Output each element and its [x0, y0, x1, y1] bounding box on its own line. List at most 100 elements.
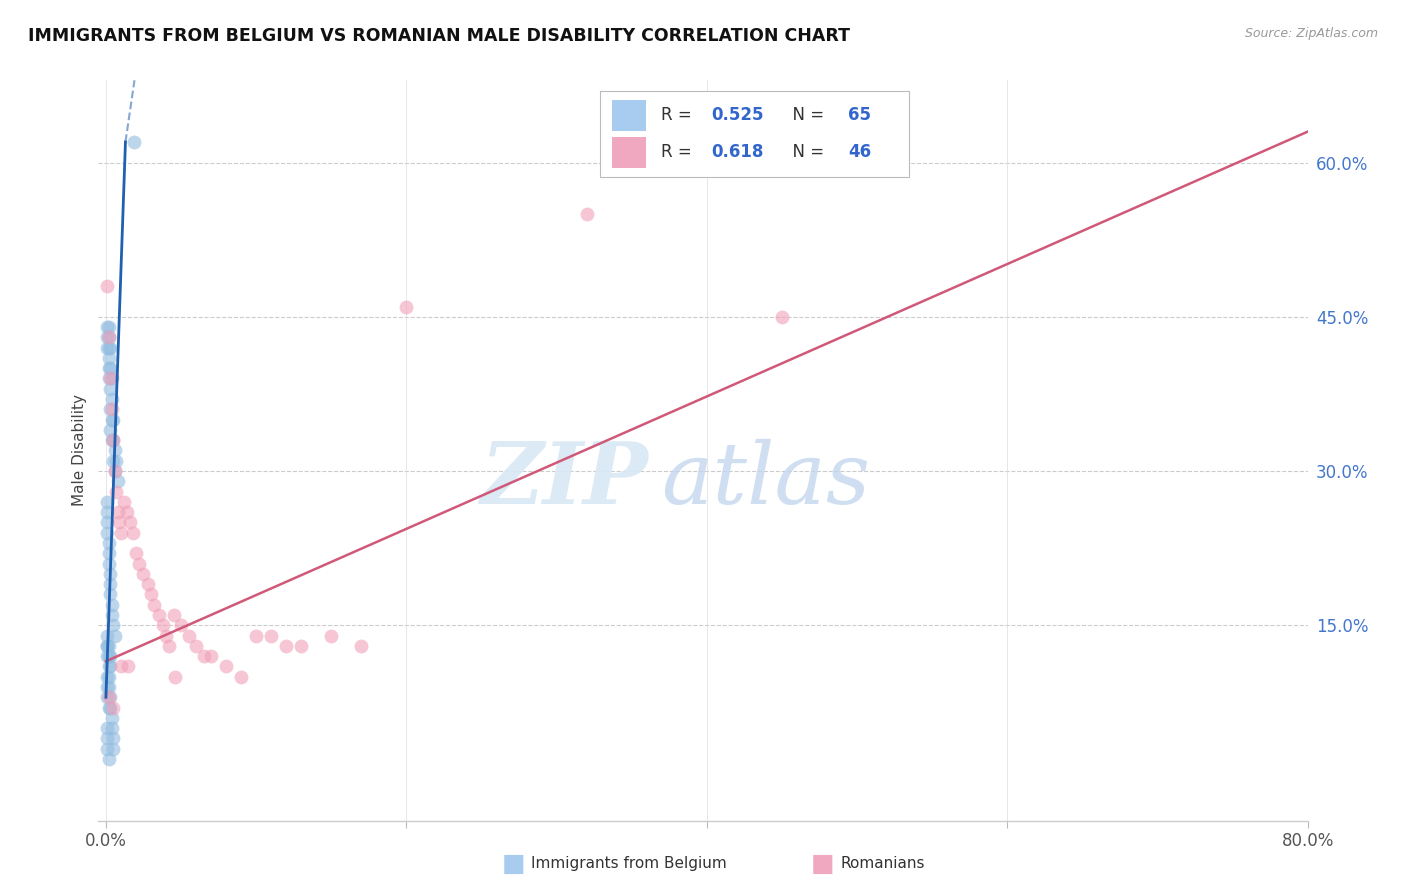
Point [97, 320, 120, 334]
Bar [613, 136, 647, 168]
Point [100, 690, 122, 705]
Text: ■: ■ [811, 852, 834, 875]
Point [97, 670, 120, 684]
Point [96, 649, 118, 664]
Point [97, 536, 120, 550]
Point [245, 629, 267, 643]
Point [104, 464, 127, 478]
Text: 46: 46 [848, 143, 872, 161]
Point [350, 639, 373, 653]
Point [163, 670, 186, 684]
Point [103, 454, 125, 468]
Point [229, 670, 252, 684]
Point [96, 341, 118, 355]
Bar [613, 100, 647, 130]
Text: Immigrants from Belgium: Immigrants from Belgium [531, 856, 727, 871]
Point [96, 495, 118, 509]
Point [162, 607, 184, 622]
Point [100, 402, 122, 417]
Point [101, 371, 124, 385]
Point [96, 721, 118, 735]
Text: R =: R = [661, 106, 697, 124]
Point [143, 598, 166, 612]
Point [97, 351, 120, 365]
Point [100, 361, 122, 376]
Point [97, 341, 120, 355]
Text: 0.525: 0.525 [711, 106, 763, 124]
Point [100, 577, 122, 591]
Point [97, 330, 120, 344]
Point [96, 525, 118, 540]
Point [97, 649, 120, 664]
Point [96, 279, 118, 293]
Point [103, 433, 125, 447]
Point [117, 659, 139, 673]
Point [321, 629, 343, 643]
Point [97, 690, 120, 705]
Point [215, 659, 238, 673]
Point [100, 587, 122, 601]
Point [122, 525, 145, 540]
Point [96, 680, 118, 694]
Point [104, 443, 127, 458]
Point [97, 557, 120, 571]
Point [148, 607, 170, 622]
Point [200, 649, 222, 664]
Point [115, 505, 138, 519]
Point [97, 659, 120, 673]
Text: ZIP: ZIP [481, 438, 648, 522]
Point [101, 433, 124, 447]
Point [96, 629, 118, 643]
Point [96, 731, 118, 746]
Point [96, 505, 118, 519]
Point [128, 557, 150, 571]
Point [108, 516, 131, 530]
Point [276, 639, 298, 653]
Point [100, 649, 122, 664]
Point [260, 629, 283, 643]
Point [96, 639, 118, 653]
Point [184, 639, 207, 653]
Point [170, 618, 193, 632]
Point [290, 639, 312, 653]
Point [96, 741, 118, 756]
Point [132, 566, 155, 581]
Point [96, 320, 118, 334]
Point [107, 475, 129, 489]
Text: IMMIGRANTS FROM BELGIUM VS ROMANIAN MALE DISABILITY CORRELATION CHART: IMMIGRANTS FROM BELGIUM VS ROMANIAN MALE… [28, 27, 851, 45]
Point [100, 371, 122, 385]
Point [124, 135, 146, 149]
Point [112, 495, 135, 509]
Text: N =: N = [782, 106, 830, 124]
Point [105, 454, 128, 468]
Point [103, 741, 125, 756]
Point [104, 629, 127, 643]
Point [97, 700, 120, 714]
Point [155, 629, 177, 643]
Point [193, 649, 215, 664]
Point [101, 598, 124, 612]
Point [110, 525, 132, 540]
Point [100, 566, 122, 581]
Point [103, 618, 125, 632]
Point [100, 382, 122, 396]
Point [101, 607, 124, 622]
Point [107, 505, 129, 519]
Point [157, 639, 180, 653]
Point [101, 721, 124, 735]
Point [575, 207, 598, 221]
Text: Source: ZipAtlas.com: Source: ZipAtlas.com [1244, 27, 1378, 40]
Point [97, 371, 120, 385]
Text: atlas: atlas [661, 439, 870, 522]
Point [395, 300, 418, 314]
Point [100, 341, 122, 355]
Point [770, 310, 793, 324]
Point [101, 711, 124, 725]
Point [97, 361, 120, 376]
Point [100, 700, 122, 714]
Point [97, 680, 120, 694]
Point [103, 412, 125, 426]
Text: 0.618: 0.618 [711, 143, 763, 161]
FancyBboxPatch shape [600, 91, 908, 177]
Point [104, 464, 127, 478]
